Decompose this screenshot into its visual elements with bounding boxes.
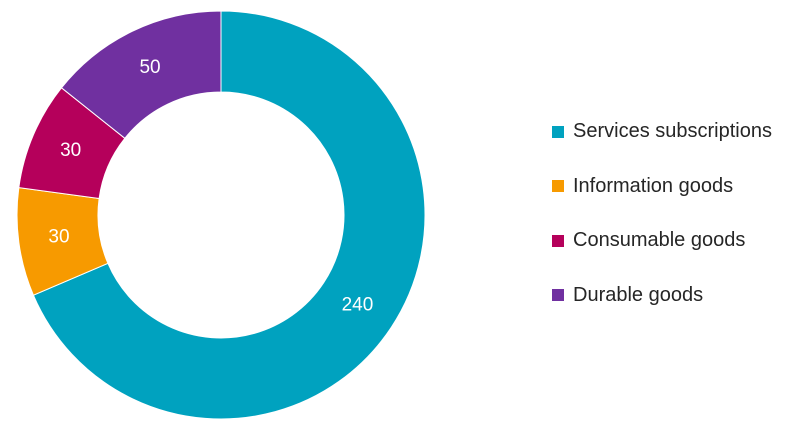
legend-item-information-goods: Information goods: [552, 173, 772, 200]
legend: Services subscriptions Information goods…: [552, 118, 772, 336]
data-labels-group: 240 30 30 50: [48, 57, 373, 315]
slices-group: [16, 10, 426, 420]
legend-swatch-icon: [552, 125, 564, 138]
legend-label: Consumable goods: [573, 229, 746, 251]
legend-item-durable-goods: Durable goods: [552, 282, 772, 309]
legend-label: Information goods: [573, 174, 734, 197]
legend-item-consumable-goods: Consumable goods: [552, 227, 772, 254]
legend-swatch-icon: [552, 289, 564, 301]
legend-item-services-subscriptions: Services subscriptions: [552, 118, 772, 145]
legend-swatch-icon: [552, 234, 564, 247]
data-label-consumable-goods: 30: [60, 140, 81, 161]
data-label-durable-goods: 50: [139, 57, 160, 78]
data-label-services-subscriptions: 240: [342, 295, 374, 316]
legend-swatch-icon: [552, 180, 564, 192]
slice-durable-goods: [60, 10, 222, 140]
slice-services-subscriptions: [32, 10, 426, 420]
legend-label: Durable goods: [573, 283, 704, 306]
data-label-information-goods: 30: [48, 226, 69, 247]
legend-label: Services subscriptions: [573, 120, 772, 142]
